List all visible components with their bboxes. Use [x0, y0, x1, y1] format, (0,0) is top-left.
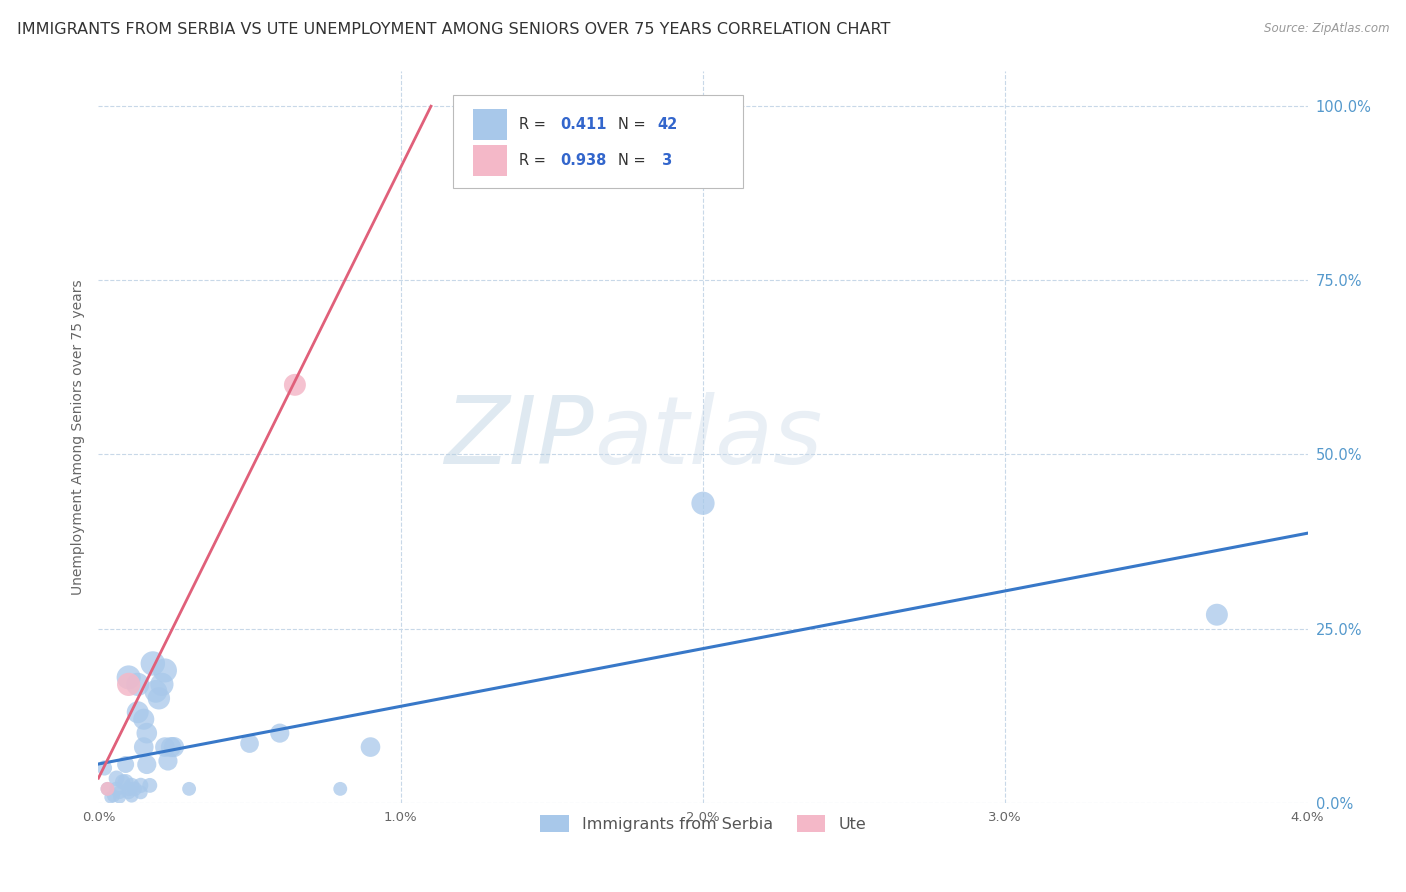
Text: R =: R = — [519, 117, 551, 132]
Point — [150, 677, 173, 691]
Text: 0.411: 0.411 — [561, 117, 607, 132]
Point — [118, 677, 141, 691]
Point — [329, 781, 352, 796]
Point — [239, 737, 262, 751]
Point — [127, 677, 149, 691]
Point — [179, 781, 201, 796]
Point — [153, 740, 176, 755]
Point — [129, 785, 152, 799]
Point — [269, 726, 291, 740]
Point — [108, 790, 131, 805]
Point — [692, 496, 714, 510]
Point — [118, 670, 141, 684]
Text: IMMIGRANTS FROM SERBIA VS UTE UNEMPLOYMENT AMONG SENIORS OVER 75 YEARS CORRELATI: IMMIGRANTS FROM SERBIA VS UTE UNEMPLOYME… — [17, 22, 890, 37]
Point — [156, 754, 179, 768]
Point — [105, 772, 128, 786]
Point — [118, 781, 141, 796]
Point — [160, 740, 183, 755]
Point — [145, 684, 167, 698]
Text: 42: 42 — [657, 117, 678, 132]
Point — [127, 705, 149, 719]
Point — [103, 789, 125, 803]
Text: N =: N = — [619, 153, 651, 168]
Point — [114, 757, 136, 772]
Text: 0.938: 0.938 — [561, 153, 607, 168]
Point — [96, 781, 118, 796]
Point — [135, 757, 157, 772]
Point — [100, 790, 122, 805]
Text: N =: N = — [619, 117, 651, 132]
Point — [153, 664, 176, 678]
Text: Source: ZipAtlas.com: Source: ZipAtlas.com — [1264, 22, 1389, 36]
Text: 3: 3 — [657, 153, 672, 168]
FancyBboxPatch shape — [453, 95, 742, 188]
Point — [284, 377, 307, 392]
Point — [105, 781, 128, 796]
Point — [1206, 607, 1229, 622]
Point — [121, 778, 143, 792]
Point — [142, 657, 165, 671]
Point — [118, 785, 141, 799]
Point — [139, 778, 162, 792]
Point — [111, 775, 134, 789]
Point — [96, 781, 118, 796]
FancyBboxPatch shape — [474, 110, 508, 140]
Legend: Immigrants from Serbia, Ute: Immigrants from Serbia, Ute — [534, 808, 872, 838]
Point — [132, 712, 155, 726]
Text: atlas: atlas — [595, 392, 823, 483]
Point — [114, 775, 136, 789]
Point — [135, 726, 157, 740]
FancyBboxPatch shape — [474, 145, 508, 176]
Text: ZIP: ZIP — [444, 392, 595, 483]
Point — [360, 740, 382, 755]
Point — [163, 740, 186, 755]
Point — [121, 789, 143, 803]
Point — [108, 785, 131, 799]
Point — [132, 740, 155, 755]
Point — [129, 778, 152, 792]
Text: R =: R = — [519, 153, 551, 168]
Y-axis label: Unemployment Among Seniors over 75 years: Unemployment Among Seniors over 75 years — [70, 279, 84, 595]
Point — [148, 691, 170, 706]
Point — [93, 761, 115, 775]
Point — [124, 781, 146, 796]
